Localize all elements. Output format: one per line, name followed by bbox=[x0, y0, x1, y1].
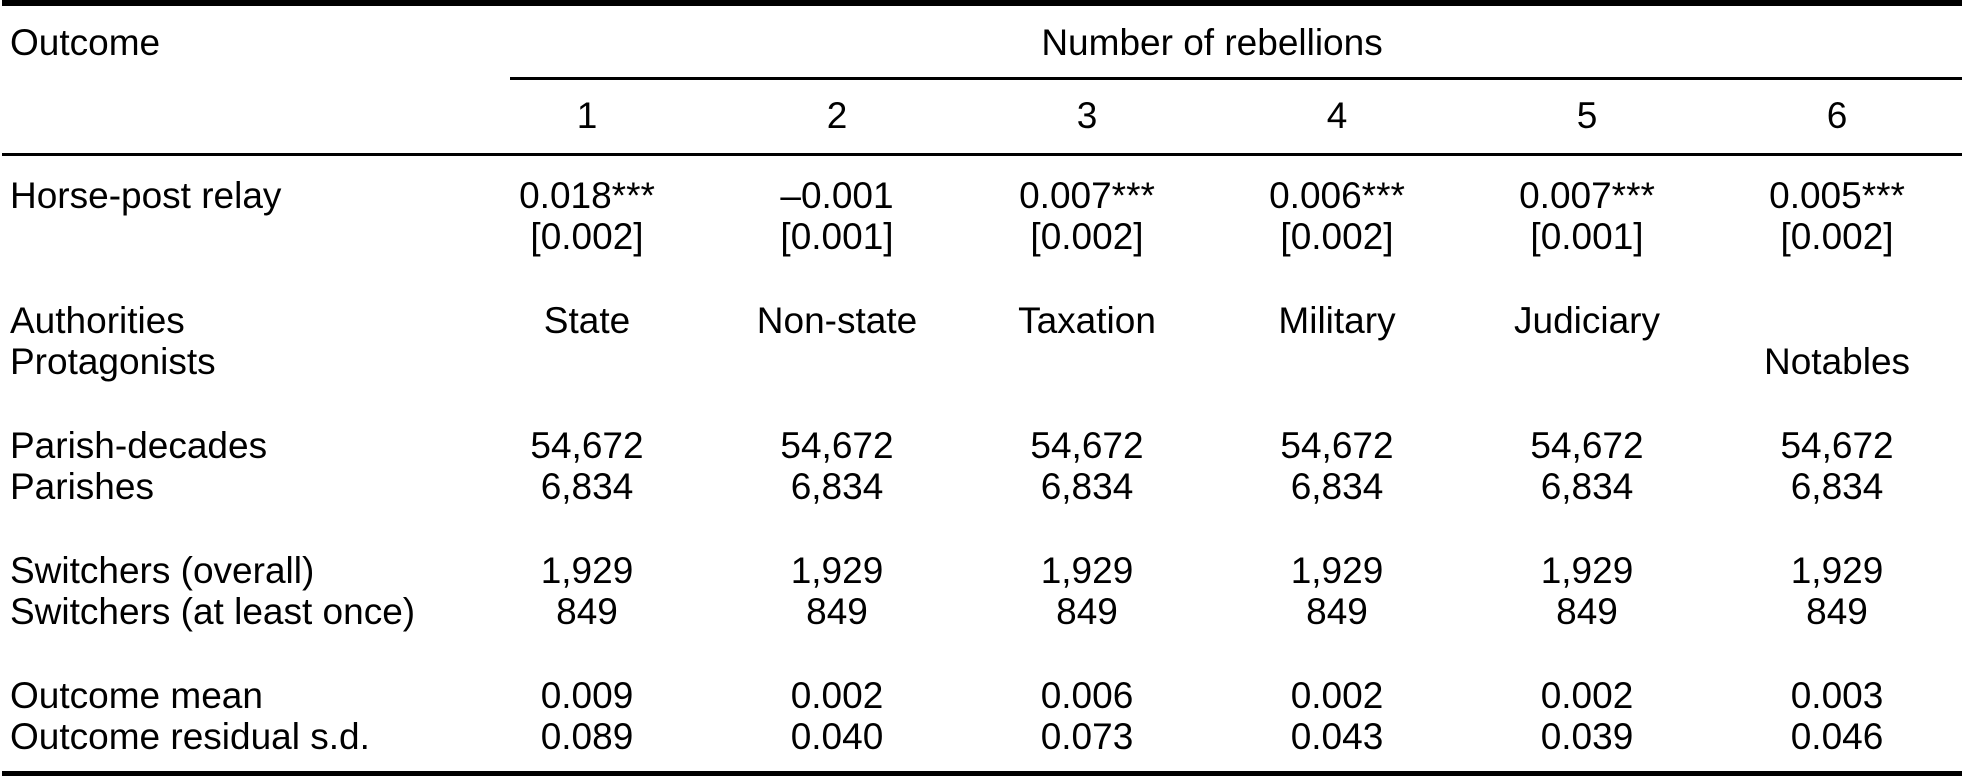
data-cell: 1,929 bbox=[1790, 549, 1884, 591]
data-cell: 0.007*** bbox=[1519, 174, 1655, 216]
data-cell: Military bbox=[1278, 299, 1396, 341]
data-cell bbox=[1712, 300, 1962, 341]
row-label: Authorities bbox=[10, 299, 185, 341]
data-cell bbox=[1212, 341, 1462, 382]
data-cell: 1,929 bbox=[1540, 549, 1634, 591]
data-cell: 54,672 bbox=[1780, 424, 1894, 466]
data-cell: 54,672 bbox=[1530, 424, 1644, 466]
table-row-switchers-overall: Switchers (overall) 1,929 1,929 1,929 1,… bbox=[2, 550, 1962, 591]
data-cell: 6,834 bbox=[540, 465, 634, 507]
data-cell: 0.007*** bbox=[1019, 174, 1155, 216]
data-cell bbox=[1462, 341, 1712, 382]
row-label: Outcome residual s.d. bbox=[10, 715, 370, 757]
data-cell: 0.003 bbox=[1790, 674, 1884, 716]
data-cell: [0.001] bbox=[780, 215, 894, 257]
column-number-header: 4 bbox=[1212, 80, 1462, 156]
data-cell: [0.002] bbox=[1030, 215, 1144, 257]
data-cell: 54,672 bbox=[1030, 424, 1144, 466]
data-cell: 54,672 bbox=[530, 424, 644, 466]
data-cell: 849 bbox=[1306, 590, 1368, 632]
row-label bbox=[2, 216, 462, 257]
data-cell: 849 bbox=[1806, 590, 1868, 632]
data-cell: 0.046 bbox=[1790, 715, 1884, 757]
data-cell: [0.002] bbox=[1280, 215, 1394, 257]
data-cell: 6,834 bbox=[1290, 465, 1384, 507]
data-cell: 6,834 bbox=[1540, 465, 1634, 507]
data-cell: 0.043 bbox=[1290, 715, 1384, 757]
table-row-authorities: Authorities State Non-state Taxation Mil… bbox=[2, 300, 1962, 341]
column-number-header: 5 bbox=[1462, 80, 1712, 156]
data-cell: [0.002] bbox=[1780, 215, 1894, 257]
data-cell: 849 bbox=[1556, 590, 1618, 632]
data-cell: 0.073 bbox=[1040, 715, 1134, 757]
column-number-empty bbox=[2, 80, 462, 156]
data-cell: 6,834 bbox=[1040, 465, 1134, 507]
data-cell: 1,929 bbox=[540, 549, 634, 591]
row-label: Parish-decades bbox=[10, 424, 268, 466]
spanner-label: Number of rebellions bbox=[1041, 22, 1383, 63]
spacer-row bbox=[2, 257, 1962, 300]
data-cell: 0.002 bbox=[790, 674, 884, 716]
row-label: Switchers (at least once) bbox=[10, 590, 416, 632]
data-cell: 0.002 bbox=[1540, 674, 1634, 716]
number-of-rebellions-spanner: Number of rebellions bbox=[462, 3, 1963, 80]
data-cell: 849 bbox=[556, 590, 618, 632]
data-cell: 54,672 bbox=[1280, 424, 1394, 466]
data-cell: 6,834 bbox=[790, 465, 884, 507]
row-label: Horse-post relay bbox=[10, 174, 282, 216]
data-cell: 0.040 bbox=[790, 715, 884, 757]
spacer-row bbox=[2, 632, 1962, 675]
data-cell: 0.039 bbox=[1540, 715, 1634, 757]
spacer-row bbox=[2, 382, 1962, 425]
table-row-switchers-at-least-once: Switchers (at least once) 849 849 849 84… bbox=[2, 591, 1962, 632]
row-label: Outcome mean bbox=[10, 674, 263, 716]
column-number-header: 1 bbox=[462, 80, 712, 156]
spacer-row bbox=[2, 507, 1962, 550]
table-row-standard-errors: [0.002] [0.001] [0.002] [0.002] [0.001] … bbox=[2, 216, 1962, 257]
data-cell: 0.009 bbox=[540, 674, 634, 716]
data-cell: 1,929 bbox=[1290, 549, 1384, 591]
data-cell: 1,929 bbox=[1040, 549, 1134, 591]
data-cell: [0.001] bbox=[1530, 215, 1644, 257]
table-row-parish-decades: Parish-decades 54,672 54,672 54,672 54,6… bbox=[2, 425, 1962, 466]
data-cell bbox=[962, 341, 1212, 382]
data-cell bbox=[712, 341, 962, 382]
spanner-row: Outcome Number of rebellions bbox=[2, 3, 1963, 80]
data-cell: 54,672 bbox=[780, 424, 894, 466]
data-cell: Judiciary bbox=[1514, 299, 1660, 341]
column-numbers-row: 1 2 3 4 5 6 bbox=[2, 80, 1963, 156]
table-row-outcome-residual-sd: Outcome residual s.d. 0.089 0.040 0.073 … bbox=[2, 716, 1962, 774]
column-number-header: 2 bbox=[712, 80, 962, 156]
data-cell: 0.018*** bbox=[519, 174, 655, 216]
data-cell: 849 bbox=[806, 590, 868, 632]
data-cell: [0.002] bbox=[530, 215, 644, 257]
data-cell: Notables bbox=[1764, 340, 1911, 382]
data-cell: Non-state bbox=[756, 299, 918, 341]
data-cell: Taxation bbox=[1018, 299, 1156, 341]
data-cell: 6,834 bbox=[1790, 465, 1884, 507]
data-cell: 0.006 bbox=[1040, 674, 1134, 716]
row-label: Protagonists bbox=[10, 340, 216, 382]
data-cell: State bbox=[543, 299, 631, 341]
outcome-column-header: Outcome bbox=[10, 22, 161, 63]
data-cell: 1,929 bbox=[790, 549, 884, 591]
row-label: Parishes bbox=[10, 465, 154, 507]
data-cell: 0.005*** bbox=[1769, 174, 1905, 216]
table-row-coefficient: Horse-post relay 0.018*** –0.001 0.007**… bbox=[2, 154, 1962, 216]
column-number-header: 6 bbox=[1712, 80, 1963, 156]
data-cell bbox=[462, 341, 712, 382]
data-cell: 849 bbox=[1056, 590, 1118, 632]
data-cell: 0.006*** bbox=[1269, 174, 1405, 216]
table-row-protagonists: Protagonists Notables bbox=[2, 341, 1962, 382]
data-cell: 0.002 bbox=[1290, 674, 1384, 716]
table-row-parishes: Parishes 6,834 6,834 6,834 6,834 6,834 6… bbox=[2, 466, 1962, 507]
row-label: Switchers (overall) bbox=[10, 549, 315, 591]
data-cell: –0.001 bbox=[780, 174, 894, 216]
table-row-outcome-mean: Outcome mean 0.009 0.002 0.006 0.002 0.0… bbox=[2, 675, 1962, 716]
data-cell: 0.089 bbox=[540, 715, 634, 757]
column-number-header: 3 bbox=[962, 80, 1212, 156]
